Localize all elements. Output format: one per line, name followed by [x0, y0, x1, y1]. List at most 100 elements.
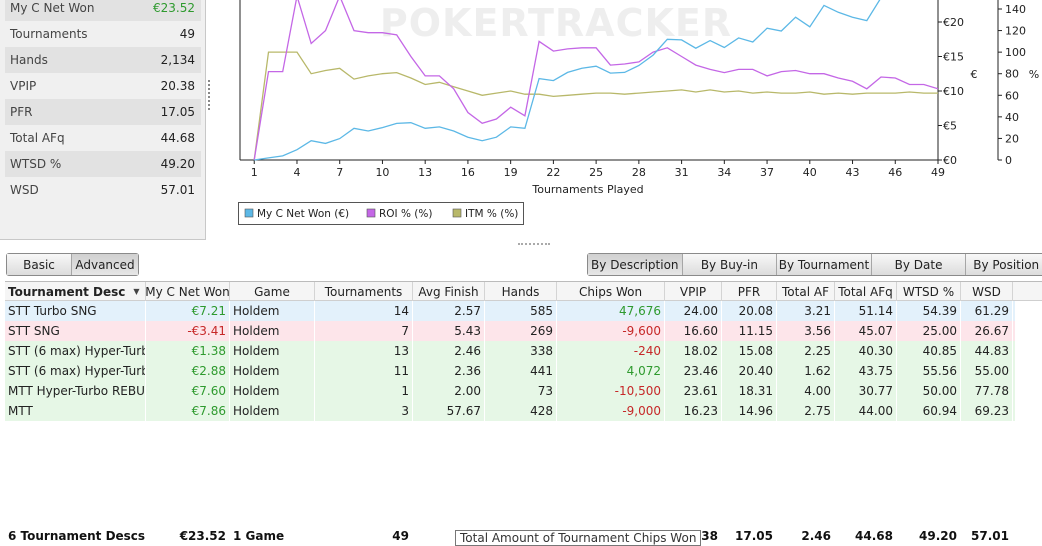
stat-label: WSD [10, 183, 39, 197]
column-header[interactable]: VPIP [665, 282, 722, 301]
cell-game: Holdem [230, 361, 315, 381]
stat-row: Hands 2,134 [5, 47, 201, 73]
group-by-tabs: By Description By Buy-in By Tournament By D… [587, 253, 1042, 276]
stat-label: Tournaments [10, 27, 88, 41]
column-header-label: My C Net Won [146, 284, 230, 299]
total-wtsd: 49.20 [897, 526, 961, 546]
cell-af: 3.21 [777, 301, 835, 321]
total-game: 1 Game [230, 526, 315, 546]
column-header[interactable]: WSD [961, 282, 1013, 301]
cell-desc: STT Turbo SNG [5, 301, 146, 321]
column-header[interactable]: Avg Finish [413, 282, 485, 301]
total-af: 2.46 [777, 526, 835, 546]
stat-row: Total AFq 44.68 [5, 125, 201, 151]
column-header-label: Chips Won [578, 284, 643, 299]
cell-afq: 44.00 [835, 401, 897, 421]
legend-label: ROI % (%) [379, 208, 432, 220]
cell-game: Holdem [230, 381, 315, 401]
column-header[interactable]: Total AF [777, 282, 835, 301]
cell-afq: 30.77 [835, 381, 897, 401]
chart-watermark: POKERTRACKER [380, 1, 732, 45]
cell-game: Holdem [230, 401, 315, 421]
cell-tourn: 1 [315, 381, 413, 401]
stat-label: PFR [10, 105, 33, 119]
x-axis-title: Tournaments Played [531, 183, 643, 196]
cell-desc: STT (6 max) Hyper-Turbo [5, 361, 146, 381]
column-header[interactable]: Chips Won [557, 282, 665, 301]
horizontal-splitter-grip[interactable] [518, 243, 550, 249]
tab-basic[interactable]: Basic [7, 254, 72, 275]
column-header[interactable]: Hands [485, 282, 557, 301]
cell-chips: 47,676 [557, 301, 665, 321]
cell-hands: 73 [485, 381, 557, 401]
column-header[interactable]: Game [230, 282, 315, 301]
table-row[interactable]: MTT Hyper-Turbo REBUY €7.60 Holdem 1 2.00 73-… [5, 381, 1015, 401]
tab-advanced[interactable]: Advanced [72, 254, 138, 275]
percent-tick-label: 100 [1005, 46, 1026, 59]
tab-by-buy-in[interactable]: By Buy-in [682, 254, 778, 275]
x-tick-label: 16 [461, 166, 475, 179]
stat-label: Hands [10, 53, 48, 67]
chips-won-tooltip: Total Amount of Tournament Chips Won [455, 530, 702, 546]
stats-panel: My C Net Won €23.52 Tournaments 49 Hands 2,13… [0, 0, 206, 240]
cell-net: €7.60 [146, 381, 230, 401]
x-tick-label: 43 [846, 166, 860, 179]
cell-pfr: 20.40 [722, 361, 777, 381]
cell-desc: STT SNG [5, 321, 146, 341]
table-row[interactable]: STT (6 max) Hyper-Turbo €1.38 Holdem 13 2.46… [5, 341, 1015, 361]
stat-row: WSD 57.01 [5, 177, 201, 203]
stat-value: 49.20 [160, 157, 195, 171]
column-header[interactable]: PFR [722, 282, 777, 301]
cell-tourn: 7 [315, 321, 413, 341]
column-header[interactable]: My C Net Won [146, 282, 230, 301]
series-line-roi [253, 0, 938, 161]
column-header[interactable]: Tournaments [315, 282, 413, 301]
column-header[interactable]: Tournament Desc ▼ [5, 282, 146, 301]
cell-tourn: 14 [315, 301, 413, 321]
column-header-label: Tournament Desc [8, 284, 126, 299]
stat-value: €23.52 [153, 1, 195, 15]
tooltip-text: Total Amount of Tournament Chips Won [460, 531, 697, 545]
percent-tick-label: 120 [1005, 25, 1026, 38]
x-tick-label: 19 [504, 166, 518, 179]
stat-value: 49 [179, 27, 195, 41]
vertical-splitter-grip[interactable] [208, 80, 212, 110]
tab-by-tournament[interactable]: By Tournament [777, 254, 872, 275]
table-row[interactable]: MTT €7.86 Holdem 3 57.67 428 -9,000 16.23 14.96 2… [5, 401, 1015, 421]
cell-desc: MTT Hyper-Turbo REBUY [5, 381, 146, 401]
cell-wtsd: 60.94 [897, 401, 961, 421]
cell-desc: STT (6 max) Hyper-Turbo [5, 341, 146, 361]
x-tick-label: 1 [251, 166, 258, 179]
total-pfr: 17.05 [722, 526, 777, 546]
column-header-label: Hands [501, 284, 540, 299]
tab-by-date[interactable]: By Date [871, 254, 967, 275]
cell-chips: -240 [557, 341, 665, 361]
legend-box [238, 202, 524, 225]
euro-tick-label: €15 [943, 51, 964, 64]
tournament-table: Tournament Desc ▼ My C Net Won Game Tourname… [5, 281, 1042, 546]
column-header[interactable]: WTSD % [897, 282, 961, 301]
table-row[interactable]: STT (6 max) Hyper-Turbo €2.88 Holdem 11 2.36… [5, 361, 1015, 381]
x-tick-label: 49 [931, 166, 945, 179]
cell-avg: 2.57 [413, 301, 485, 321]
column-header-label: WTSD % [902, 284, 955, 299]
table-row[interactable]: STT SNG -€3.41 Holdem 7 5.43 269 -9,600 16.60 11… [5, 321, 1015, 341]
percent-axis-title: % [1029, 68, 1039, 81]
x-tick-label: 37 [760, 166, 774, 179]
percent-tick-label: 140 [1005, 3, 1026, 16]
column-header[interactable]: Total AFq [835, 282, 897, 301]
table-row[interactable]: STT Turbo SNG €7.21 Holdem 14 2.57 585 47,676 2… [5, 301, 1015, 321]
cell-afq: 40.30 [835, 341, 897, 361]
cell-vpip: 23.46 [665, 361, 722, 381]
column-header-label: WSD [972, 284, 1001, 299]
x-tick-label: 4 [293, 166, 300, 179]
view-mode-tabs: Basic Advanced [6, 253, 139, 276]
stat-label: My C Net Won [10, 1, 95, 15]
cell-tourn: 11 [315, 361, 413, 381]
column-header-label: Game [254, 284, 290, 299]
tab-by-position[interactable]: By Position [966, 254, 1042, 275]
tab-by-description[interactable]: By Description [588, 254, 683, 275]
legend-swatch [244, 208, 254, 218]
cell-wsd: 26.67 [961, 321, 1013, 341]
cell-tourn: 3 [315, 401, 413, 421]
